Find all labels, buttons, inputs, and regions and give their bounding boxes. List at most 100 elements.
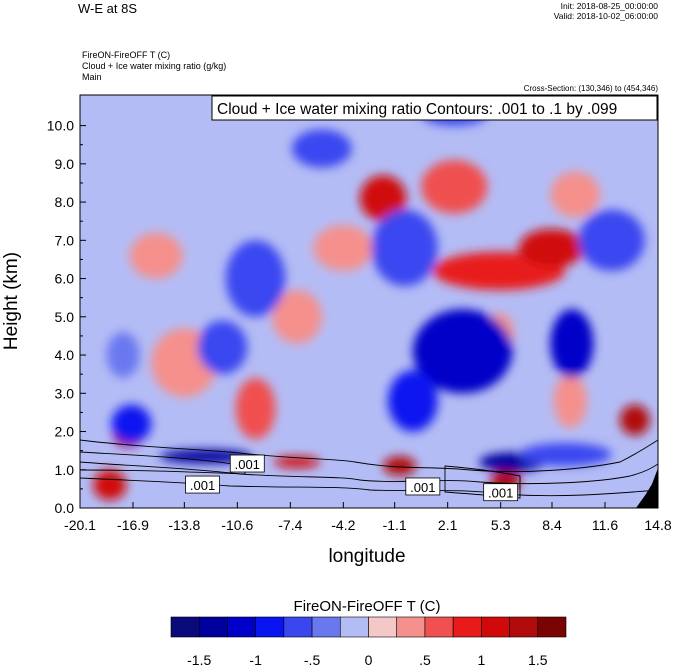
colorbar-label-4: .5 xyxy=(419,652,431,667)
y-tick-label-8: 8.0 xyxy=(55,194,75,210)
contour-label-0: .001 xyxy=(235,457,260,472)
cool-anomaly-20 xyxy=(388,370,438,432)
warm-anomaly-1 xyxy=(235,377,276,440)
warm-anomaly-12 xyxy=(313,225,374,271)
colorbar-swatch-12 xyxy=(509,616,539,638)
colorbar-label-5: 1 xyxy=(477,652,485,667)
y-tick-label-2: 2.0 xyxy=(55,424,75,440)
colorbar-swatch-1 xyxy=(198,616,228,638)
cool-anomaly-19 xyxy=(550,309,594,378)
cool-anomaly-21 xyxy=(159,449,253,464)
x-tick-label-8: 5.3 xyxy=(491,517,511,533)
cool-anomaly-26 xyxy=(371,209,438,287)
chart-title: W-E at 8S xyxy=(78,1,137,16)
y-tick-label-3: 3.0 xyxy=(55,385,75,401)
contour-label-2: .001 xyxy=(410,480,435,495)
cool-anomaly-25 xyxy=(225,240,286,317)
x-tick-label-4: -7.4 xyxy=(278,517,302,533)
valid-time: Valid: 2018-10-02_06:00:00 xyxy=(554,11,659,21)
y-tick-label-10: 10.0 xyxy=(47,118,74,134)
x-tick-label-5: -4.2 xyxy=(331,517,355,533)
field-name-line1: FireON-FireOFF T (C) xyxy=(82,50,170,60)
plot-frame xyxy=(79,94,659,509)
colorbar-swatch-7 xyxy=(368,616,398,638)
colorbar-swatch-10 xyxy=(452,616,482,638)
colorbar-swatch-2 xyxy=(227,616,256,638)
x-axis: -20.1 -16.9 -13.8 -10.6 -7.4 -4.2 -1.1 2.1 5.3 8.… xyxy=(64,502,672,533)
contour-line-2 xyxy=(80,477,658,497)
colorbar-label-1: -1 xyxy=(249,652,262,667)
y-tick-label-6: 6.0 xyxy=(55,271,75,287)
contour-label-box-1 xyxy=(185,475,220,494)
contour-label-3: .001 xyxy=(488,486,513,501)
cool-anomaly-18 xyxy=(412,309,513,394)
warm-anomaly-13 xyxy=(550,171,601,218)
x-axis-label: longitude xyxy=(328,546,405,567)
warm-anomaly-15 xyxy=(272,290,322,344)
cool-anomaly-31 xyxy=(578,209,645,271)
y-axis-label: Height (km) xyxy=(1,252,22,350)
colorbar-title: FireON-FireOFF T (C) xyxy=(294,598,441,615)
contour-label-box-0 xyxy=(229,454,265,473)
y-tick-label-5: 5.0 xyxy=(55,309,75,325)
warm-anomaly-3 xyxy=(93,469,127,501)
terrain-mask xyxy=(636,468,658,508)
cool-anomaly-27 xyxy=(291,129,352,168)
warm-anomaly-14 xyxy=(129,232,183,279)
x-tick-label-9: 8.4 xyxy=(542,517,562,533)
x-tick-label-7: 2.1 xyxy=(438,517,458,533)
contour-line-1 xyxy=(80,461,658,485)
cool-anomaly-29 xyxy=(197,320,248,375)
y-tick-label-7: 7.0 xyxy=(55,232,75,248)
cool-anomaly-24 xyxy=(111,404,152,443)
x-tick-label-10: 11.6 xyxy=(592,517,618,533)
colorbar-label-3: 0 xyxy=(365,652,373,667)
contour-label-box-2 xyxy=(405,477,441,496)
warm-anomaly-11 xyxy=(518,228,586,268)
warm-anomaly-17 xyxy=(553,374,587,428)
y-axis: 0.0 1.0 2.0 3.0 4.0 5.0 6.0 7.0 8.0 9.0 10.0 xyxy=(47,118,86,516)
y-tick-label-1: 1.0 xyxy=(55,462,75,478)
warm-anomaly-9 xyxy=(421,160,488,214)
colorbar-swatch-4 xyxy=(283,616,313,638)
plot-background xyxy=(80,95,658,508)
contour-value-labels: .001 .001 .001 .001 xyxy=(185,454,519,502)
y-tick-label-4: 4.0 xyxy=(55,347,75,363)
colorbar-swatch-9 xyxy=(424,616,454,638)
y-tick-label-0: 0.0 xyxy=(55,500,75,516)
colorbar: -1.5 -1 -.5 0 .5 1 1.5 xyxy=(170,616,567,667)
contour-info-text: Cloud + Ice water mixing ratio Contours:… xyxy=(217,101,617,118)
colorbar-label-0: -1.5 xyxy=(187,652,211,667)
colorbar-swatch-5 xyxy=(311,616,341,638)
cool-anomaly-30 xyxy=(106,332,140,378)
warm-anomaly-8 xyxy=(359,175,407,222)
anomaly-features xyxy=(93,102,650,501)
cool-anomaly-23 xyxy=(518,442,612,466)
contour-line-4 xyxy=(444,465,521,499)
colorbar-swatch-8 xyxy=(396,616,426,638)
contour-label-1: .001 xyxy=(190,478,215,493)
contour-info-box xyxy=(211,95,658,121)
colorbar-swatch-3 xyxy=(255,616,285,638)
contour-label-box-3 xyxy=(483,483,519,502)
warm-anomaly-4 xyxy=(273,456,321,468)
x-tick-label-6: -1.1 xyxy=(383,517,407,533)
colorbar-swatch-0 xyxy=(170,616,200,638)
y-tick-label-9: 9.0 xyxy=(55,156,75,172)
warm-anomaly-7 xyxy=(619,404,650,436)
x-tick-label-11: 14.8 xyxy=(644,517,671,533)
colorbar-swatch-6 xyxy=(339,616,369,638)
cross-section-label: Cross-Section: (130,346) to (454,346) xyxy=(524,84,659,93)
contour-line-0 xyxy=(80,439,658,472)
x-tick-label-2: -13.8 xyxy=(168,517,200,533)
x-tick-label-0: -20.1 xyxy=(64,517,96,533)
warm-anomaly-5 xyxy=(383,456,417,476)
colorbar-swatch-11 xyxy=(481,616,510,638)
colorbar-swatch-13 xyxy=(537,616,567,638)
field-name-line2: Cloud + Ice water mixing ratio (g/kg) xyxy=(82,61,226,71)
field-name-line3: Main xyxy=(82,72,102,82)
x-tick-label-3: -10.6 xyxy=(221,517,253,533)
init-time: Init: 2018-08-25_00:00:00 xyxy=(561,1,659,11)
colorbar-label-6: 1.5 xyxy=(528,652,548,667)
